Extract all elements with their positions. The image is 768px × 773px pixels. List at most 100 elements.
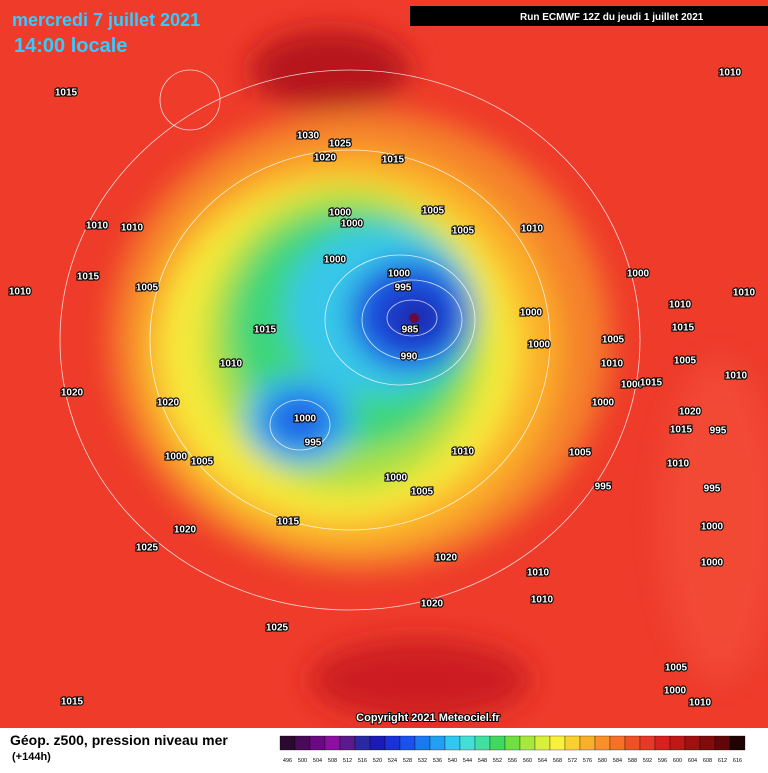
colorbar-label: 504 xyxy=(313,758,322,764)
isobar-label: 1005 xyxy=(674,356,697,367)
isobar-label: 1010 xyxy=(689,698,712,709)
isobar-label: 1005 xyxy=(422,206,445,217)
isobar-label: 1010 xyxy=(452,447,475,458)
colorbar-label: 552 xyxy=(493,758,502,764)
isobar-label: 1000 xyxy=(664,686,687,697)
isobar-label: 1015 xyxy=(61,697,84,708)
isobar-label: 1010 xyxy=(725,371,748,382)
isobar-label: 1020 xyxy=(61,388,84,399)
colorbar-swatch xyxy=(354,735,371,751)
isobar-label: 1005 xyxy=(191,457,214,468)
colorbar-swatch xyxy=(429,735,446,751)
isobar-label: 1010 xyxy=(719,68,742,79)
colorbar-label: 568 xyxy=(553,758,562,764)
colorbar-swatch xyxy=(519,735,536,751)
colorbar-label: 508 xyxy=(328,758,337,764)
isobar-label: 1000 xyxy=(324,255,347,266)
colorbar-label: 516 xyxy=(358,758,367,764)
isobar-label: 1005 xyxy=(411,487,434,498)
isobar-label: 1000 xyxy=(329,208,352,219)
isobar-label: 995 xyxy=(704,484,721,495)
colorbar-swatch xyxy=(654,735,671,751)
colorbar-label: 564 xyxy=(538,758,547,764)
colorbar-label: 572 xyxy=(568,758,577,764)
colorbar-swatch xyxy=(399,735,416,751)
colorbar-swatch xyxy=(279,735,296,751)
colorbar-swatch xyxy=(714,735,731,751)
isobar-label: 990 xyxy=(401,352,418,363)
isobar-label: 1005 xyxy=(665,663,688,674)
lead-time: (+144h) xyxy=(12,751,51,763)
isobar-label: 1015 xyxy=(382,155,405,166)
colorbar-label: 524 xyxy=(388,758,397,764)
colorbar-label: 496 xyxy=(283,758,292,764)
isobar-label: 1000 xyxy=(165,452,188,463)
colorbar-label: 608 xyxy=(703,758,712,764)
colorbar-swatch xyxy=(294,735,311,751)
colorbar-label: 548 xyxy=(478,758,487,764)
isobar-label: 1010 xyxy=(9,287,32,298)
legend-title: Géop. z500, pression niveau mer xyxy=(10,732,228,748)
colorbar-swatch xyxy=(729,735,746,751)
colorbar-label: 560 xyxy=(523,758,532,764)
isobar-label: 1010 xyxy=(521,224,544,235)
geopotential-field xyxy=(0,0,768,728)
isobar-label: 1000 xyxy=(385,473,408,484)
isobar-label: 1015 xyxy=(77,272,100,283)
colorbar-label: 612 xyxy=(718,758,727,764)
colorbar-swatch xyxy=(579,735,596,751)
colorbar-label: 544 xyxy=(463,758,472,764)
colorbar-swatch xyxy=(609,735,626,751)
colorbar-label: 596 xyxy=(658,758,667,764)
isobar-label: 1010 xyxy=(220,359,243,370)
isobar-label: 1015 xyxy=(640,378,663,389)
isobar-label: 1005 xyxy=(602,335,625,346)
isobar-label: 1020 xyxy=(421,599,444,610)
run-banner xyxy=(410,6,768,26)
isobar-label: 1000 xyxy=(621,380,644,391)
isobar-label: 1015 xyxy=(672,323,695,334)
colorbar-swatch xyxy=(459,735,476,751)
copyright: Copyright 2021 Meteociel.fr xyxy=(356,712,500,724)
isobar-label: 1010 xyxy=(531,595,554,606)
colorbar-label: 500 xyxy=(298,758,307,764)
isobar-label: 995 xyxy=(595,482,612,493)
isobar-label: 995 xyxy=(305,438,322,449)
isobar-label: 1000 xyxy=(388,269,411,280)
isobar-label: 1000 xyxy=(528,340,551,351)
colorbar-label: 536 xyxy=(433,758,442,764)
colorbar-label: 592 xyxy=(643,758,652,764)
colorbar-label: 512 xyxy=(343,758,352,764)
isobar-label: 1000 xyxy=(701,522,724,533)
isobar-label: 995 xyxy=(710,426,727,437)
isobar-label: 1015 xyxy=(670,425,693,436)
isobar-label: 1000 xyxy=(701,558,724,569)
isobar-label: 1010 xyxy=(601,359,624,370)
isobar-label: 1015 xyxy=(277,517,300,528)
isobar-label: 1020 xyxy=(314,153,337,164)
isobar-label: 1000 xyxy=(341,219,364,230)
colorbar-label: 580 xyxy=(598,758,607,764)
colorbar-swatch xyxy=(639,735,656,751)
colorbar-swatch xyxy=(669,735,686,751)
colorbar-swatch xyxy=(549,735,566,751)
colorbar-swatch xyxy=(339,735,356,751)
isobar-label: 1000 xyxy=(627,269,650,280)
colorbar-swatch xyxy=(369,735,386,751)
isobar-label: 1000 xyxy=(294,414,317,425)
isobar-label: 1020 xyxy=(157,398,180,409)
isobar-label: 1015 xyxy=(254,325,277,336)
isobar-label: 1020 xyxy=(679,407,702,418)
isobar-label: 1000 xyxy=(592,398,615,409)
colorbar-label: 520 xyxy=(373,758,382,764)
isobar-label: 1010 xyxy=(121,223,144,234)
colorbar-label: 588 xyxy=(628,758,637,764)
isobar-label: 985 xyxy=(402,325,419,336)
colorbar-swatch xyxy=(564,735,581,751)
isobar-label: 1020 xyxy=(435,553,458,564)
colorbar-label: 556 xyxy=(508,758,517,764)
colorbar-swatch xyxy=(624,735,641,751)
isobar-label: 1010 xyxy=(669,300,692,311)
